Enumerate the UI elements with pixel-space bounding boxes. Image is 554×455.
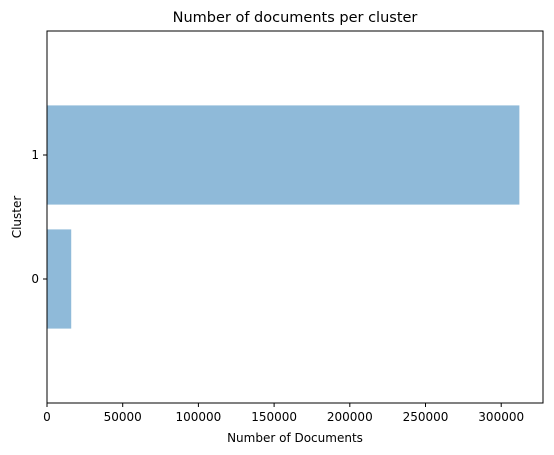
bars-group	[47, 105, 520, 329]
chart-title: Number of documents per cluster	[173, 10, 418, 26]
y-axis-label: Cluster	[10, 196, 24, 239]
axes-frame	[46, 30, 544, 404]
y-tick-label: 0	[31, 272, 39, 286]
x-axis-label: Number of Documents	[227, 431, 363, 445]
y-ticks-group: 01	[31, 148, 47, 286]
x-tick-label: 150000	[251, 410, 297, 424]
bar-cluster-1	[47, 105, 520, 205]
x-ticks-group: 0 50000 100000 150000 200000 250000 300000	[43, 403, 524, 424]
x-tick-label: 200000	[327, 410, 373, 424]
x-tick-label: 100000	[175, 410, 221, 424]
x-tick-label: 50000	[104, 410, 142, 424]
y-tick-label: 1	[31, 148, 39, 162]
x-tick-label: 250000	[403, 410, 449, 424]
x-tick-label: 0	[43, 410, 51, 424]
bar-cluster-0	[47, 229, 72, 329]
x-tick-label: 300000	[478, 410, 524, 424]
